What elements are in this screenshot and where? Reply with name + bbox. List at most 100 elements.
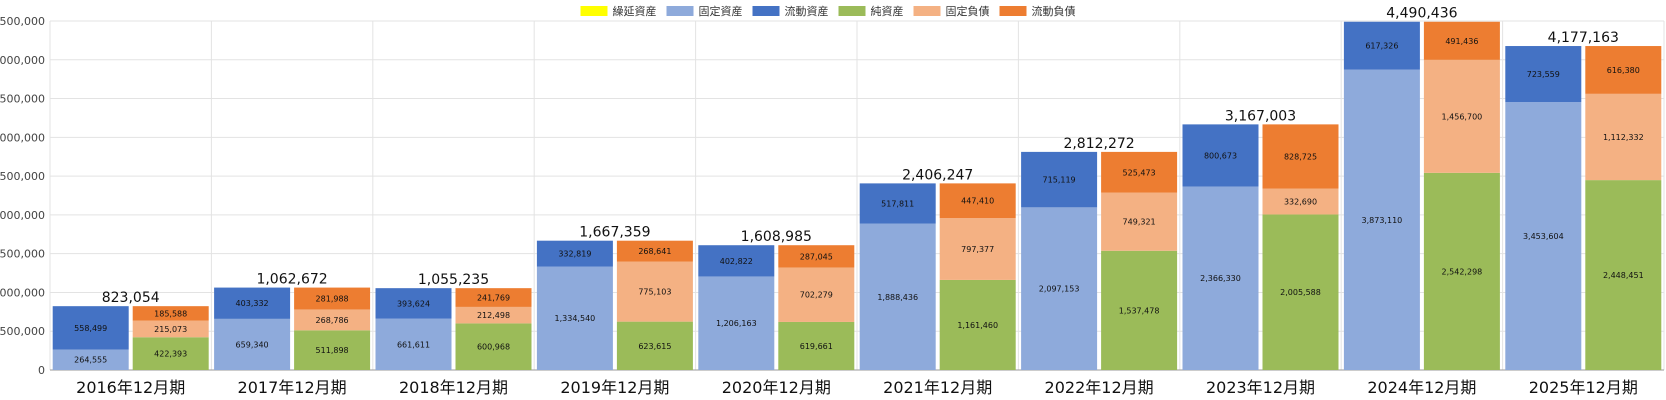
bar-data-label: 2,097,153 (1039, 285, 1080, 294)
bar-segment (375, 318, 452, 370)
bar-data-label: 617,326 (1365, 42, 1398, 51)
legend-swatch (752, 6, 780, 16)
y-tick-label: 3,000,000 (0, 131, 45, 144)
x-tick-label: 2016年12月期 (76, 378, 185, 397)
bar-group: 661,611 393,624 600,968 212,498 241,769 1,055… (375, 272, 532, 370)
legend-swatch (913, 6, 941, 16)
bar-segment (698, 245, 775, 277)
bar-group: 3,873,110 617,326 2,542,298 1,456,700 491,43… (1343, 6, 1500, 370)
bar-segment (1021, 151, 1098, 208)
bar-data-label: 212,498 (477, 311, 510, 320)
bar-segment (1343, 21, 1420, 70)
y-tick-label: 4,000,000 (0, 54, 45, 67)
bar-group: 1,206,163 402,822 619,661 702,279 287,045 1,6… (698, 229, 855, 370)
bar-data-label: 332,690 (1284, 198, 1317, 207)
bar-data-label: 623,615 (638, 342, 671, 351)
x-tick-label: 2018年12月期 (399, 378, 508, 397)
y-tick-label: 3,500,000 (0, 93, 45, 106)
legend-label: 純資産 (871, 5, 904, 18)
bar-data-label: 1,334,540 (555, 314, 596, 323)
y-tick-label: 1,500,000 (0, 248, 45, 261)
x-axis: 2016年12月期 2017年12月期 2018年12月期 2019年12月期 2020… (76, 378, 1638, 397)
bar-data-label: 3,873,110 (1362, 216, 1403, 225)
bar-segment (455, 288, 532, 307)
bar-group: 2,366,330 800,673 2,005,588 332,690 828,725 3… (1182, 108, 1339, 370)
bar-segment (1182, 186, 1259, 370)
bar-segment (455, 306, 532, 324)
bar-data-label: 702,279 (800, 291, 833, 300)
x-tick-label: 2025年12月期 (1529, 378, 1638, 397)
bar-segment (52, 349, 129, 370)
bar-data-label: 1,456,700 (1442, 112, 1483, 121)
x-tick-label: 2020年12月期 (722, 378, 831, 397)
bar-segment (214, 318, 291, 370)
bar-data-label: 800,673 (1204, 151, 1237, 160)
bar-data-label: 517,811 (881, 199, 914, 208)
bar-group: 659,340 403,332 511,898 268,786 281,988 1,062… (214, 272, 371, 370)
bar-data-label: 3,453,604 (1523, 232, 1564, 241)
legend-item: 流動資産 (752, 4, 829, 18)
bar-segment (939, 218, 1016, 280)
bar-data-label: 491,436 (1445, 37, 1478, 46)
total-label: 3,167,003 (1225, 108, 1296, 124)
bar-segment (778, 321, 855, 370)
bar-data-label: 723,559 (1527, 70, 1560, 79)
bar-segment (616, 261, 693, 322)
bar-data-label: 281,988 (316, 295, 349, 304)
bar-data-label: 600,968 (477, 343, 510, 352)
x-tick-label: 2024年12月期 (1367, 378, 1476, 397)
x-tick-label: 2019年12月期 (560, 378, 669, 397)
bar-segment (778, 245, 855, 268)
bar-data-label: 215,073 (154, 325, 187, 334)
bar-data-label: 619,661 (800, 342, 833, 351)
total-label: 1,062,672 (256, 272, 327, 288)
bar-group: 2,097,153 715,119 1,537,478 749,321 525,473 2… (1021, 136, 1178, 370)
bar-data-label: 525,473 (1123, 168, 1156, 177)
total-label: 2,406,247 (902, 167, 973, 183)
bar-segment (616, 321, 693, 370)
bar-segment (1262, 214, 1339, 370)
legend: 繰延資産 固定資産 流動資産 純資産 固定負債 流動負債 (580, 4, 1076, 18)
bar-data-label: 828,725 (1284, 153, 1317, 162)
bar-segment (132, 337, 209, 370)
bar-data-label: 332,819 (558, 250, 591, 259)
x-tick-label: 2021年12月期 (883, 378, 992, 397)
total-label: 1,608,985 (741, 229, 812, 245)
bar-data-label: 659,340 (236, 340, 269, 349)
legend-swatch (999, 6, 1027, 16)
bar-segment (1423, 172, 1500, 370)
bar-segment (1423, 21, 1500, 60)
bar-segment (1505, 102, 1582, 371)
bar-segment (455, 323, 532, 370)
bar-segment (1182, 124, 1259, 187)
bar-segment (375, 288, 452, 319)
bar-segment (294, 330, 371, 370)
x-tick-label: 2022年12月期 (1045, 378, 1154, 397)
bar-data-label: 749,321 (1123, 218, 1156, 227)
bar-segment (1585, 180, 1662, 370)
bar-data-label: 1,537,478 (1119, 306, 1160, 315)
bar-data-label: 2,448,451 (1603, 271, 1644, 280)
gridlines (49, 20, 1665, 371)
bar-data-label: 775,103 (638, 288, 671, 297)
bar-segment (1343, 69, 1420, 370)
bar-data-label: 264,555 (74, 356, 107, 365)
bar-data-label: 402,822 (720, 257, 753, 266)
bar-data-label: 1,888,436 (877, 293, 918, 302)
total-label: 1,055,235 (418, 272, 489, 288)
bar-data-label: 1,161,460 (957, 321, 998, 330)
bar-segment (1101, 151, 1178, 193)
legend-label: 流動負債 (1032, 4, 1076, 18)
legend-label: 流動資産 (785, 4, 829, 18)
bar-data-label: 558,499 (74, 324, 107, 333)
legend-item: 繰延資産 (580, 4, 657, 18)
bar-data-label: 797,377 (961, 245, 994, 254)
bar-segment (778, 267, 855, 322)
y-tick-label: 4,500,000 (0, 15, 45, 28)
bar-data-label: 661,611 (397, 340, 430, 349)
bar-data-label: 2,005,588 (1280, 288, 1321, 297)
legend-swatch (666, 6, 694, 16)
bar-segment (132, 306, 209, 321)
total-label: 1,667,359 (579, 225, 650, 241)
bar-data-label: 403,332 (236, 299, 269, 308)
